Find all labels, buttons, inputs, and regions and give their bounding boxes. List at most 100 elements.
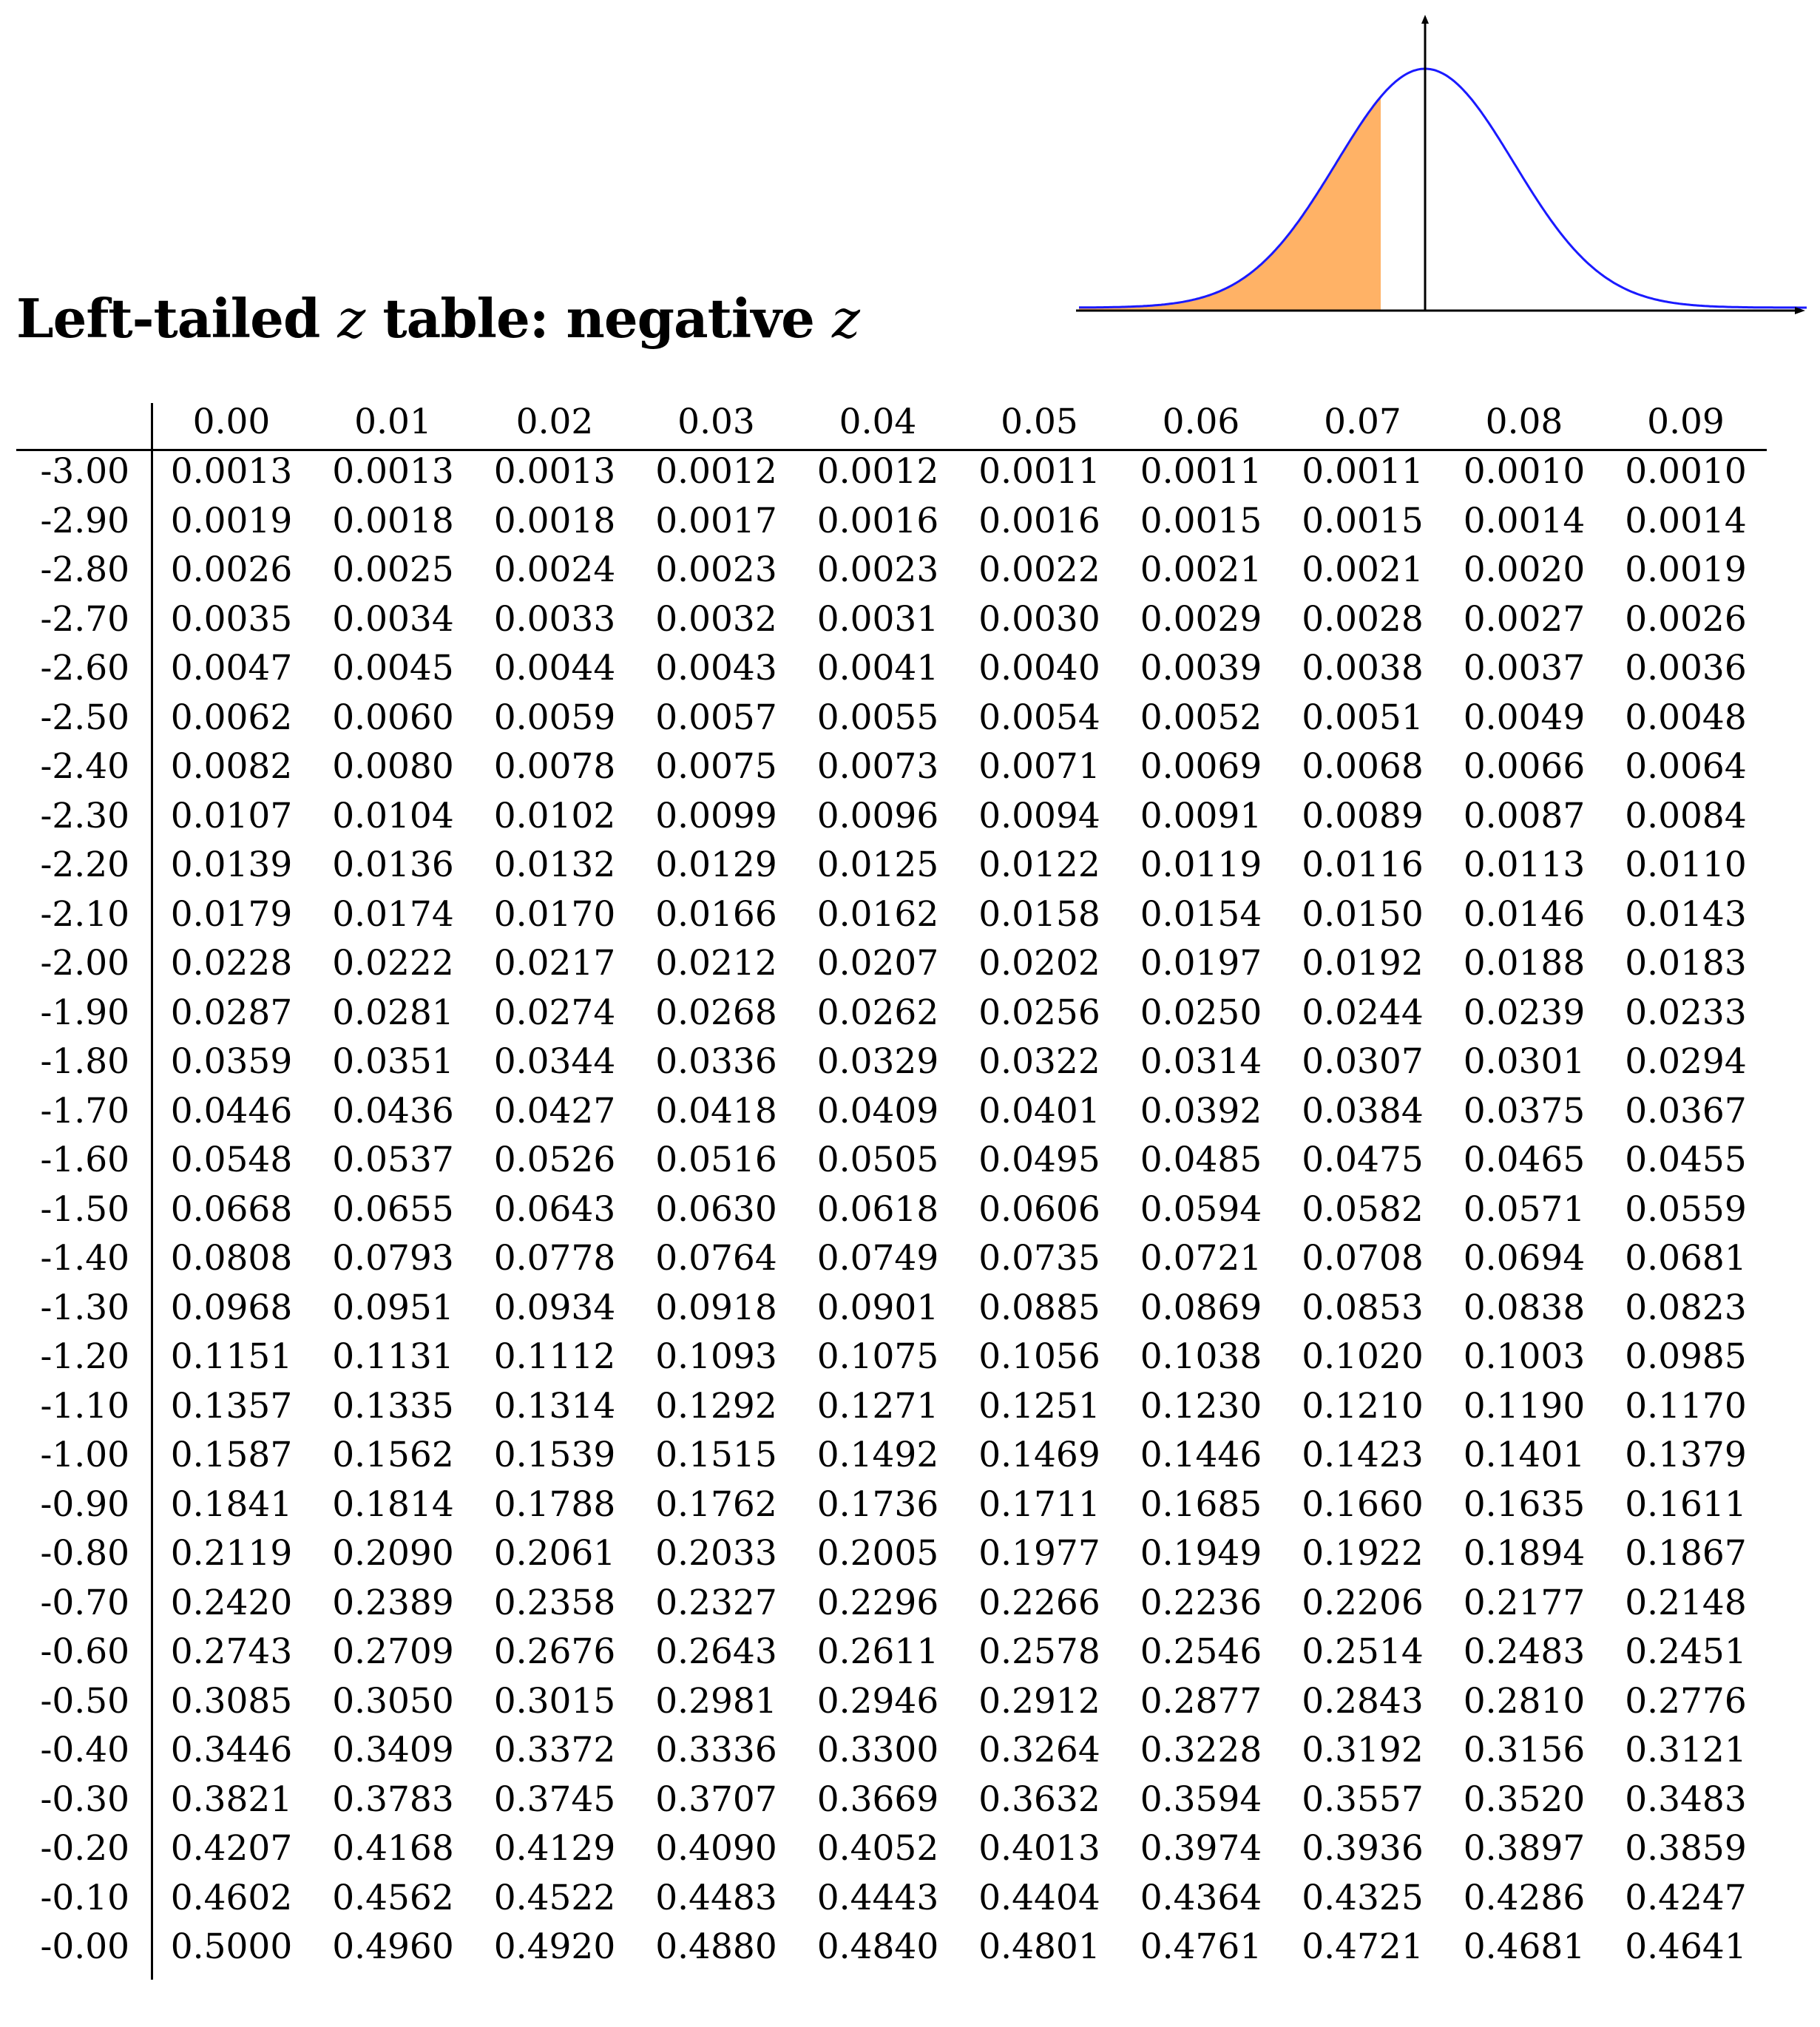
table-cell: 0.0375 <box>1463 1090 1586 1131</box>
table-cell: 0.4325 <box>1302 1877 1424 1918</box>
table-cell: 0.3632 <box>978 1779 1100 1820</box>
table-cell: 0.0087 <box>1463 795 1586 836</box>
table-cell: 0.0655 <box>332 1188 454 1230</box>
y-axis-arrowhead <box>1421 15 1429 24</box>
table-cell: 0.0793 <box>332 1238 454 1279</box>
table-cell: 0.1587 <box>170 1435 293 1475</box>
table-cell: 0.3336 <box>655 1730 777 1770</box>
table-cell: 0.0436 <box>332 1090 454 1131</box>
table-cell: 0.0075 <box>655 746 777 787</box>
table-cell: 0.0918 <box>655 1287 777 1328</box>
table-cell: 0.0041 <box>816 648 939 688</box>
column-header: 0.04 <box>839 402 917 442</box>
table-cell: 0.0031 <box>816 598 939 640</box>
table-cell: 0.0054 <box>978 697 1100 738</box>
table-cell: 0.0091 <box>1140 795 1262 836</box>
table-cell: 0.1611 <box>1625 1483 1747 1525</box>
table-cell: 0.1492 <box>816 1435 939 1475</box>
table-cell: 0.0618 <box>816 1188 939 1230</box>
table-cell: 0.0174 <box>332 893 454 935</box>
row-z-label: -0.10 <box>40 1877 129 1918</box>
table-cell: 0.4801 <box>978 1926 1100 1967</box>
table-cell: 0.4840 <box>816 1926 939 1967</box>
table-cell: 0.0015 <box>1140 500 1262 541</box>
table-cell: 0.0057 <box>655 697 777 738</box>
table-cell: 0.2005 <box>816 1533 939 1574</box>
table-cell: 0.0025 <box>332 549 454 590</box>
table-cell: 0.0571 <box>1463 1188 1586 1230</box>
row-z-label: -1.80 <box>40 1041 129 1082</box>
table-cell: 0.0329 <box>816 1041 939 1082</box>
header-rule <box>16 449 1767 451</box>
row-z-label: -2.20 <box>40 845 129 885</box>
table-cell: 0.0011 <box>978 451 1100 492</box>
table-cell: 0.0351 <box>332 1041 454 1082</box>
table-cell: 0.2514 <box>1302 1631 1424 1672</box>
column-header: 0.03 <box>677 402 755 442</box>
column-header: 0.08 <box>1485 402 1563 442</box>
row-z-label: -3.00 <box>40 451 129 492</box>
table-cell: 0.3745 <box>493 1779 616 1820</box>
column-header: 0.02 <box>515 402 594 442</box>
table-cell: 0.4721 <box>1302 1926 1424 1967</box>
table-cell: 0.3372 <box>493 1730 616 1770</box>
table-cell: 0.4286 <box>1463 1877 1586 1918</box>
table-cell: 0.2912 <box>978 1680 1100 1722</box>
table-cell: 0.0012 <box>655 451 777 492</box>
table-cell: 0.0020 <box>1463 549 1586 590</box>
table-cell: 0.3300 <box>816 1730 939 1770</box>
table-cell: 0.1539 <box>493 1435 616 1475</box>
table-cell: 0.1271 <box>816 1385 939 1427</box>
table-cell: 0.0934 <box>493 1287 616 1328</box>
row-z-label: -2.40 <box>40 746 129 787</box>
table-cell: 0.0022 <box>978 549 1100 590</box>
row-z-label: -2.70 <box>40 598 129 640</box>
table-cell: 0.0012 <box>816 451 939 492</box>
table-cell: 0.2266 <box>978 1582 1100 1623</box>
table-cell: 0.0951 <box>332 1287 454 1328</box>
table-cell: 0.0026 <box>1625 598 1747 640</box>
table-cell: 0.0446 <box>170 1090 293 1131</box>
page-title: Left-tailed z table: negative z <box>16 287 860 350</box>
table-cell: 0.3669 <box>816 1779 939 1820</box>
table-cell: 0.0110 <box>1625 845 1747 885</box>
table-cell: 0.1401 <box>1463 1435 1586 1475</box>
table-cell: 0.1075 <box>816 1336 939 1377</box>
table-cell: 0.0207 <box>816 943 939 984</box>
table-cell: 0.0013 <box>493 451 616 492</box>
table-cell: 0.0630 <box>655 1188 777 1230</box>
table-cell: 0.0010 <box>1463 451 1586 492</box>
table-cell: 0.0062 <box>170 697 293 738</box>
table-cell: 0.0158 <box>978 893 1100 935</box>
table-cell: 0.1660 <box>1302 1483 1424 1525</box>
column-header: 0.00 <box>192 402 271 442</box>
table-cell: 0.1093 <box>655 1336 777 1377</box>
table-cell: 0.0016 <box>816 500 939 541</box>
table-cell: 0.4129 <box>493 1828 616 1869</box>
table-cell: 0.0055 <box>816 697 939 738</box>
table-cell: 0.0166 <box>655 893 777 935</box>
table-cell: 0.0749 <box>816 1238 939 1279</box>
row-z-label: -1.40 <box>40 1238 129 1279</box>
table-cell: 0.0708 <box>1302 1238 1424 1279</box>
table-cell: 0.2546 <box>1140 1631 1262 1672</box>
table-cell: 0.2358 <box>493 1582 616 1623</box>
table-cell: 0.0034 <box>332 598 454 640</box>
table-cell: 0.0059 <box>493 697 616 738</box>
table-cell: 0.2578 <box>978 1631 1100 1672</box>
table-cell: 0.0179 <box>170 893 293 935</box>
table-cell: 0.0505 <box>816 1140 939 1180</box>
table-cell: 0.0015 <box>1302 500 1424 541</box>
table-cell: 0.2119 <box>170 1533 293 1574</box>
table-cell: 0.0047 <box>170 648 293 688</box>
table-cell: 0.0016 <box>978 500 1100 541</box>
table-cell: 0.2483 <box>1463 1631 1586 1672</box>
table-cell: 0.0606 <box>978 1188 1100 1230</box>
row-label-divider <box>151 403 153 1980</box>
row-z-label: -2.90 <box>40 500 129 541</box>
table-cell: 0.0143 <box>1625 893 1747 935</box>
table-cell: 0.3228 <box>1140 1730 1262 1770</box>
table-cell: 0.0465 <box>1463 1140 1586 1180</box>
table-cell: 0.0336 <box>655 1041 777 1082</box>
table-cell: 0.0455 <box>1625 1140 1747 1180</box>
